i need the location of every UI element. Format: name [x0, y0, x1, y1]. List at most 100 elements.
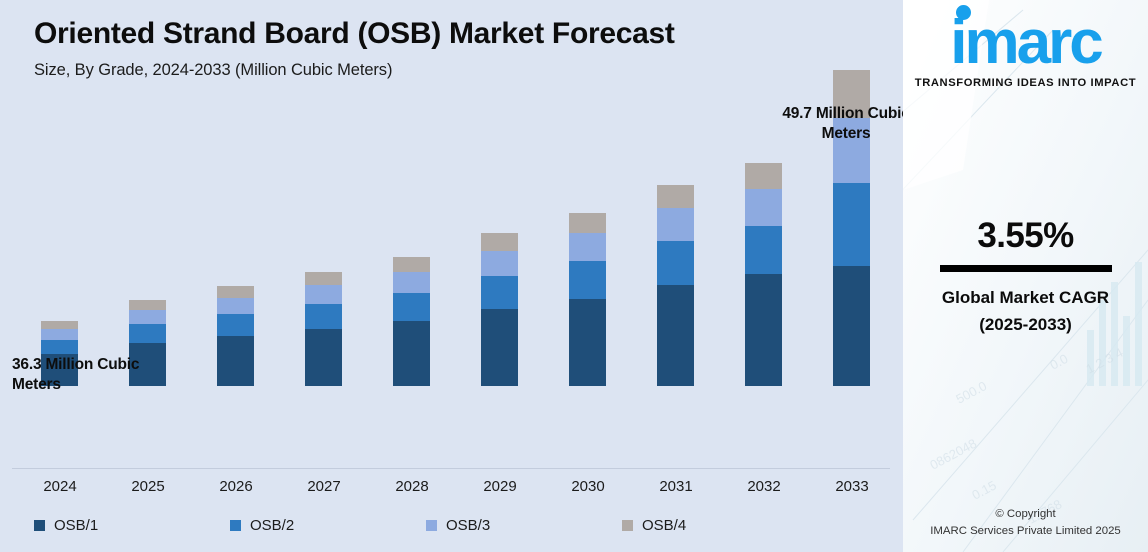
- bar-segment-osb-2: [393, 293, 430, 321]
- bar-segment-osb-2: [833, 183, 870, 266]
- bar-segment-osb-2: [217, 314, 254, 336]
- bar-segment-osb-2: [305, 304, 342, 329]
- bar-group: [305, 272, 342, 386]
- cagr-label-line1: Global Market CAGR: [941, 288, 1110, 307]
- bar-segment-osb-3: [217, 298, 254, 314]
- logo-dot-icon: [956, 5, 972, 20]
- bar-segment-osb-4: [481, 233, 518, 251]
- imarc-logo: imarc TRANSFORMING IDEAS INTO IMPACT: [903, 5, 1148, 89]
- bar-segment-osb-3: [481, 251, 518, 276]
- copyright-line2: IMARC Services Private Limited 2025: [930, 524, 1121, 537]
- bar-segment-osb-4: [393, 257, 430, 272]
- bar-segment-osb-3: [129, 310, 166, 324]
- legend-item-osb-1[interactable]: OSB/1: [12, 517, 208, 534]
- chart-legend: OSB/1 OSB/2 OSB/3 OSB/4: [12, 508, 890, 542]
- chart-header: Oriented Strand Board (OSB) Market Forec…: [34, 16, 894, 80]
- brand-panel: 500.0 0.15 12768 0.0 1 2 3 4 0862048 ima…: [903, 0, 1148, 552]
- bar-segment-osb-4: [745, 163, 782, 189]
- bar-segment-osb-2: [657, 241, 694, 285]
- bar-segment-osb-2: [41, 340, 78, 354]
- bar-segment-osb-1: [481, 309, 518, 386]
- legend-swatch-icon: [426, 519, 437, 531]
- bar-segment-osb-3: [657, 208, 694, 241]
- axis-baseline: [12, 468, 890, 469]
- x-axis-label: 2029: [483, 478, 517, 495]
- svg-text:0.0: 0.0: [1047, 351, 1070, 373]
- bar-group: [745, 163, 782, 386]
- legend-item-osb-3[interactable]: OSB/3: [404, 517, 600, 534]
- bar-segment-osb-2: [129, 324, 166, 343]
- stacked-bar: [569, 213, 606, 386]
- cagr-value: 3.55%: [977, 216, 1074, 255]
- legend-swatch-icon: [622, 519, 633, 531]
- bar-segment-osb-1: [833, 266, 870, 386]
- x-axis-label: 2027: [307, 478, 341, 495]
- bar-segment-osb-1: [217, 336, 254, 386]
- x-axis-label: 2025: [131, 478, 165, 495]
- cagr-divider: [939, 265, 1112, 272]
- cagr-label-line2: (2025-2033): [979, 315, 1072, 335]
- legend-item-osb-4[interactable]: OSB/4: [600, 517, 796, 534]
- plot-area: 2024 2025 2026 2027 2028 2029 2030 2031 2032 2033…: [12, 70, 910, 495]
- bar-segment-osb-3: [833, 118, 870, 183]
- bar-segment-osb-2: [569, 261, 606, 299]
- legend-label: OSB/2: [250, 516, 295, 534]
- bar-group: [393, 257, 430, 386]
- stacked-bar: [305, 272, 342, 386]
- bar-segment-osb-3: [569, 233, 606, 261]
- bar-segment-osb-4: [305, 272, 342, 285]
- stacked-bar: [41, 321, 78, 386]
- legend-label: OSB/3: [446, 516, 491, 534]
- bar-segment-osb-1: [41, 354, 78, 386]
- copyright-line1: © Copyright: [995, 507, 1056, 520]
- bar-segment-osb-2: [745, 226, 782, 274]
- bar-segment-osb-4: [569, 213, 606, 233]
- legend-label: OSB/4: [642, 516, 687, 534]
- bar-segment-osb-4: [833, 70, 870, 118]
- bar-segment-osb-1: [129, 343, 166, 386]
- logo-wordmark: imarc: [950, 5, 1104, 74]
- bar-segment-osb-4: [217, 286, 254, 298]
- bar-segment-osb-3: [41, 329, 78, 340]
- stacked-bar: [657, 185, 694, 386]
- page-title: Oriented Strand Board (OSB) Market Forec…: [34, 17, 675, 50]
- stacked-bar: [481, 233, 518, 386]
- bar-segment-osb-3: [393, 272, 430, 293]
- bar-segment-osb-4: [657, 185, 694, 208]
- x-axis-label: 2024: [43, 478, 77, 495]
- callout-first-value: 36.3 Million Cubic Meters: [12, 356, 140, 393]
- bar-group: [129, 300, 166, 386]
- bar-segment-osb-1: [745, 274, 782, 386]
- bar-group: [41, 321, 78, 386]
- bar-segment-osb-1: [569, 299, 606, 386]
- legend-label: OSB/1: [54, 516, 99, 534]
- bar-segment-osb-2: [481, 276, 518, 309]
- stacked-bar: [393, 257, 430, 386]
- bar-group: [569, 213, 606, 386]
- stacked-bar: [745, 163, 782, 386]
- page-subtitle: Size, By Grade, 2024-2033 (Million Cubic…: [34, 61, 393, 80]
- bar-segment-osb-3: [745, 189, 782, 226]
- logo-tagline: TRANSFORMING IDEAS INTO IMPACT: [914, 76, 1137, 89]
- legend-swatch-icon: [34, 519, 45, 531]
- x-axis-label: 2031: [659, 478, 693, 495]
- legend-item-osb-2[interactable]: OSB/2: [208, 517, 404, 534]
- logo-text: imarc: [950, 8, 1103, 77]
- x-axis-label: 2030: [571, 478, 605, 495]
- stacked-bar: [833, 70, 870, 386]
- x-axis-label: 2026: [219, 478, 253, 495]
- stacked-bar: [129, 300, 166, 386]
- bar-group: [481, 233, 518, 386]
- bar-segment-osb-4: [129, 300, 166, 310]
- stacked-bar: [217, 286, 254, 386]
- bar-segment-osb-1: [393, 321, 430, 386]
- x-axis-label: 2032: [747, 478, 781, 495]
- bar-segment-osb-4: [41, 321, 78, 329]
- x-axis-label: 2033: [835, 478, 869, 495]
- copyright-notice: © Copyright IMARC Services Private Limit…: [903, 506, 1148, 540]
- background-graphic: 500.0 0.15 12768 0.0 1 2 3 4 0862048: [903, 0, 1148, 552]
- bar-group: [217, 286, 254, 386]
- chart-panel: Oriented Strand Board (OSB) Market Forec…: [12, 16, 910, 542]
- x-axis-label: 2028: [395, 478, 429, 495]
